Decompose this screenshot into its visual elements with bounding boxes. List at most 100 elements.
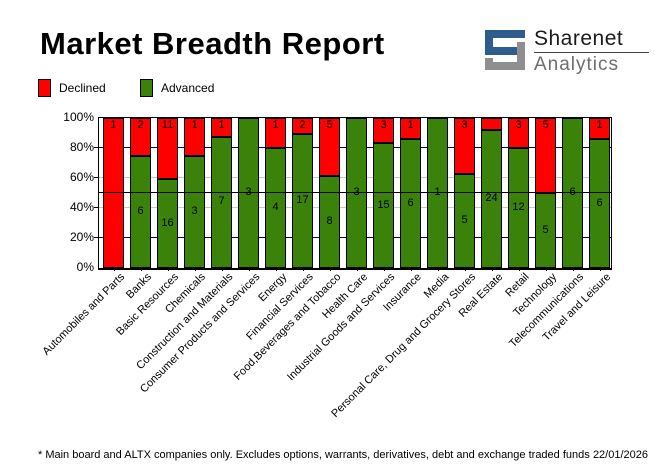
bar-value-label-declined: 5 [542,119,549,131]
y-axis-label: 80% [69,140,94,154]
bar-8: 2 17 [292,118,313,268]
bar-value-label-advanced: 6 [596,196,603,209]
bar-value-label-declined: 3 [515,119,522,131]
report-date: 22/01/2026 [592,449,648,461]
y-axis-tick [94,177,98,178]
bar-value-label-advanced: 16 [161,216,174,229]
x-axis-label: Automobiles and Parts [40,271,127,358]
bar-value-label-declined: 5 [326,119,333,131]
bar-segment-declined [589,118,610,140]
bar-value-label-advanced: 4 [272,201,279,213]
bar-value-label-declined: 11 [161,119,174,131]
gridline-50-reference [99,192,611,193]
bar-segment-advanced [589,139,610,268]
bar-segment-advanced [481,129,502,268]
bar-segment-advanced [211,136,232,268]
bar-segment-declined [454,118,475,175]
bar-value-label-declined: 1 [272,119,279,131]
bar-segment-advanced [292,133,313,268]
bar-segment-advanced [400,139,421,268]
bar-value-label-declined: 3 [380,119,387,131]
sharenet-logo-text: Sharenet Analytics [534,27,649,76]
bar-segment-declined [292,118,313,134]
bar-value-label-declined: 1 [218,119,225,131]
bar-value-label-advanced: 5 [542,223,549,236]
x-axis-tick [275,268,277,271]
bar-value-label-declined: 2 [137,119,144,131]
legend-item-declined: Declined [38,79,106,97]
x-axis-tick [437,268,439,271]
legend-advanced-label: Advanced [161,81,215,95]
bar-15: 24 [481,118,502,268]
bar-segment-declined [211,118,232,137]
bar-16: 3 12 [508,118,529,268]
bar-segment-declined [130,118,151,156]
bar-value-label-advanced: 6 [407,196,414,209]
bar-value-label-advanced: 7 [218,195,225,208]
bar-segment-declined [157,118,178,180]
y-axis-label: 0% [76,260,94,274]
footnote: * Main board and ALTX companies only. Ex… [38,449,590,461]
bar-segment-advanced [535,193,556,268]
x-axis-tick [302,268,304,271]
bar-11: 3 15 [373,118,394,268]
legend-declined-label: Declined [59,81,106,95]
y-axis-label: 60% [69,170,94,184]
x-axis-tick [464,268,466,271]
x-axis-tick [248,268,250,271]
y-axis-label: 40% [69,200,94,214]
y-axis-tick [94,237,98,238]
bar-segment-declined [319,118,340,176]
logo-subname: Analytics [534,54,620,75]
bar-value-label-advanced: 24 [485,191,498,204]
bar-13: 1 [427,118,448,268]
bar-segment-declined [103,118,124,268]
sharenet-logo: Sharenet Analytics [483,27,649,76]
bar-value-label-advanced: 5 [461,214,468,227]
x-axis-tick [599,268,601,271]
x-axis-tick [113,268,115,271]
bar-segment-advanced [265,148,286,268]
bar-segment-advanced [319,175,340,268]
bar-value-label-declined: 3 [461,119,468,131]
x-axis-tick [383,268,385,271]
plot-area: 12611161317314217583315161352431255616 [98,117,612,270]
page-title: Market Breadth Report [40,26,385,61]
bar-value-label-declined: 1 [407,119,414,131]
bar-segment-advanced [184,155,205,268]
bar-segment-declined [481,118,502,130]
bar-value-label-advanced: 6 [137,204,144,217]
bar-segment-advanced [346,118,367,268]
bar-segment-advanced [157,179,178,268]
x-axis-tick [545,268,547,271]
bar-segment-advanced [238,118,259,268]
x-axis-tick [410,268,412,271]
bar-value-label-advanced: 8 [326,214,333,227]
bar-value-label-declined: 1 [191,119,198,131]
y-axis-label: 20% [69,230,94,244]
bar-1: 1 [103,118,124,268]
bar-segment-declined [184,118,205,156]
bar-value-label-declined: 1 [110,119,117,131]
logo-divider [534,52,649,53]
y-axis-tick [94,147,98,148]
bar-10: 3 [346,118,367,268]
x-axis-tick [221,268,223,271]
bar-segment-advanced [508,148,529,268]
bar-segment-declined [400,118,421,140]
sharenet-logo-icon [485,30,525,70]
bar-value-label-declined: 1 [596,119,603,131]
bar-segment-advanced [427,118,448,268]
bar-segment-advanced [130,155,151,268]
bar-segment-declined [265,118,286,148]
bar-segment-advanced [562,118,583,268]
bar-segment-advanced [454,174,475,268]
